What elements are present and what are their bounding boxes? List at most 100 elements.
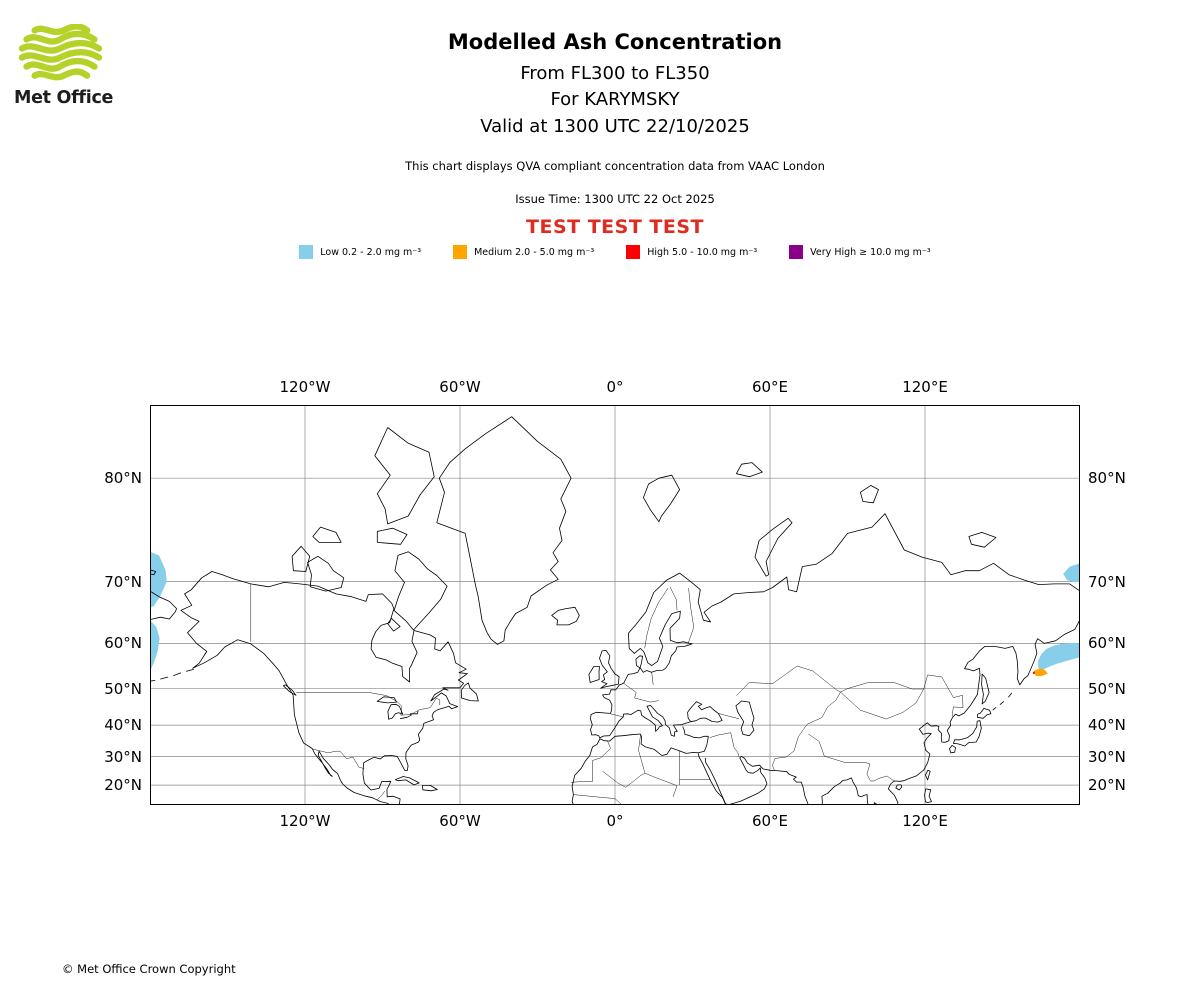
met-office-logo-graphic (18, 23, 103, 81)
map-frame (150, 405, 1080, 805)
legend-item-very_high: Very High ≥ 10.0 mg m⁻³ (789, 245, 931, 259)
met-office-logo: Met Office (14, 23, 124, 108)
coastline-seasia-china-kamchatka (873, 619, 1080, 805)
border-norway-sweden (644, 588, 669, 649)
coastline-greenland (436, 416, 572, 645)
lat-label-left-5: 70°N (104, 572, 142, 591)
lon-label-top-1: 60°W (439, 378, 481, 396)
coastline-hainan (895, 784, 903, 791)
coastline-aleutian-islands-2 (173, 672, 182, 677)
copyright-notice: © Met Office Crown Copyright (62, 962, 236, 976)
ash-layer-low (150, 551, 1080, 671)
border-us-mexico (312, 748, 365, 769)
lat-label-left-2: 40°N (104, 716, 142, 735)
coastline-ireland (588, 666, 600, 683)
qva-note: This chart displays QVA compliant concen… (405, 159, 825, 173)
lat-label-left-4: 60°N (104, 634, 142, 653)
legend-label-low: Low 0.2 - 2.0 mg m⁻³ (320, 246, 422, 258)
border-sahel-borders (573, 794, 623, 805)
border-germany-poland (651, 672, 654, 685)
coastline-north-america (180, 571, 468, 805)
legend-swatch-low (299, 245, 314, 259)
coastline-caspian-sea (735, 700, 755, 737)
coastline-hokkaido (977, 708, 992, 719)
test-banner: TEST TEST TEST (526, 216, 704, 238)
border-central-asia (772, 691, 841, 771)
coastline-svalbard (643, 474, 680, 523)
border-himalaya-seasia (808, 733, 895, 782)
coastline-lake-superior (376, 696, 397, 704)
coastline-mediterranean-africa (571, 726, 709, 805)
lat-label-right-2: 40°N (1088, 716, 1126, 735)
lat-label-right-0: 20°N (1088, 776, 1126, 795)
legend-label-medium: Medium 2.0 - 5.0 mg m⁻³ (474, 246, 595, 258)
coastline-melville-island (312, 526, 342, 543)
flight-level-line: From FL300 to FL350 (520, 63, 710, 84)
legend-item-high: High 5.0 - 10.0 mg m⁻³ (626, 245, 757, 259)
border-russia-mongolia-china (840, 674, 964, 717)
coastline-baffin-island (393, 551, 448, 631)
coastline-aleutian-islands-1 (186, 668, 195, 672)
lat-label-left-0: 20°N (104, 776, 142, 795)
border-mongolia-china-south (840, 688, 924, 720)
border-algeria-tunisia-libya (638, 734, 678, 786)
lon-label-bottom-3: 60°E (751, 812, 789, 830)
legend-swatch-very_high (789, 245, 804, 259)
border-turkey-syria-iran (709, 732, 740, 757)
lon-label-top-4: 120°E (902, 378, 948, 396)
lon-label-top-3: 60°E (751, 378, 789, 396)
ash-layer-high (1032, 670, 1036, 674)
coastline-chukotka-east (150, 590, 177, 620)
legend-item-low: Low 0.2 - 2.0 mg m⁻³ (299, 245, 421, 259)
coastline-devon-island (376, 527, 408, 545)
border-caucasus (718, 713, 740, 719)
coastline-aleutian-islands-3 (160, 676, 169, 680)
coastline-cuba (395, 776, 420, 786)
page-title: Modelled Ash Concentration (447, 30, 783, 54)
lat-label-right-3: 50°N (1088, 679, 1126, 698)
lat-label-right-6: 80°N (1088, 469, 1126, 488)
ash-layer-medium (1034, 668, 1048, 677)
coastline-arabia-india (704, 756, 869, 805)
lon-label-top-0: 120°W (279, 378, 331, 396)
map-gridlines (150, 405, 1080, 805)
map-borders (250, 583, 964, 805)
coastline-sakhalin (981, 673, 990, 705)
lon-label-bottom-2: 0° (606, 812, 624, 830)
lon-label-bottom-4: 120°E (902, 812, 948, 830)
border-central-europe (623, 683, 659, 703)
border-sweden-finland (669, 586, 678, 611)
legend-swatch-high (626, 245, 641, 259)
legend-swatch-medium (453, 245, 468, 259)
coastline-honshu (953, 720, 982, 747)
lat-label-left-1: 30°N (104, 747, 142, 766)
legend-label-very_high: Very High ≥ 10.0 mg m⁻³ (810, 246, 931, 258)
lat-label-left-3: 50°N (104, 679, 142, 698)
coastline-kuril-islands-2 (999, 701, 1005, 706)
coastline-newfoundland (460, 682, 479, 702)
coastline-europe-coast (590, 572, 735, 739)
coastline-southampton-island (387, 618, 401, 632)
met-office-logo-text: Met Office (14, 88, 114, 108)
coastline-vancouver-island (282, 684, 297, 696)
coastline-kuril-islands-3 (992, 706, 997, 711)
coastline-ellesmere-island (374, 427, 435, 525)
coastline-taiwan (925, 769, 931, 781)
lon-label-bottom-1: 60°W (439, 812, 481, 830)
border-central-america (376, 790, 385, 801)
coastline-hispaniola (422, 785, 438, 792)
coastline-lake-michigan-huron (387, 703, 404, 720)
border-sudan-chad (672, 785, 678, 797)
lat-label-right-1: 30°N (1088, 747, 1126, 766)
border-algeria-mali-niger (602, 771, 646, 788)
border-russia-kazakhstan (736, 665, 841, 696)
coastline-novaya-zemlya (754, 517, 793, 577)
border-us-canada (296, 692, 441, 716)
lat-label-right-4: 60°N (1088, 634, 1126, 653)
coastline-franz-josef-land (736, 462, 763, 478)
border-spain-france (610, 713, 624, 718)
coastline-russia-arctic-coast (733, 513, 1080, 595)
lat-label-right-5: 70°N (1088, 572, 1126, 591)
coastline-luzon (924, 788, 932, 803)
coastline-new-siberian-islands (968, 532, 997, 548)
